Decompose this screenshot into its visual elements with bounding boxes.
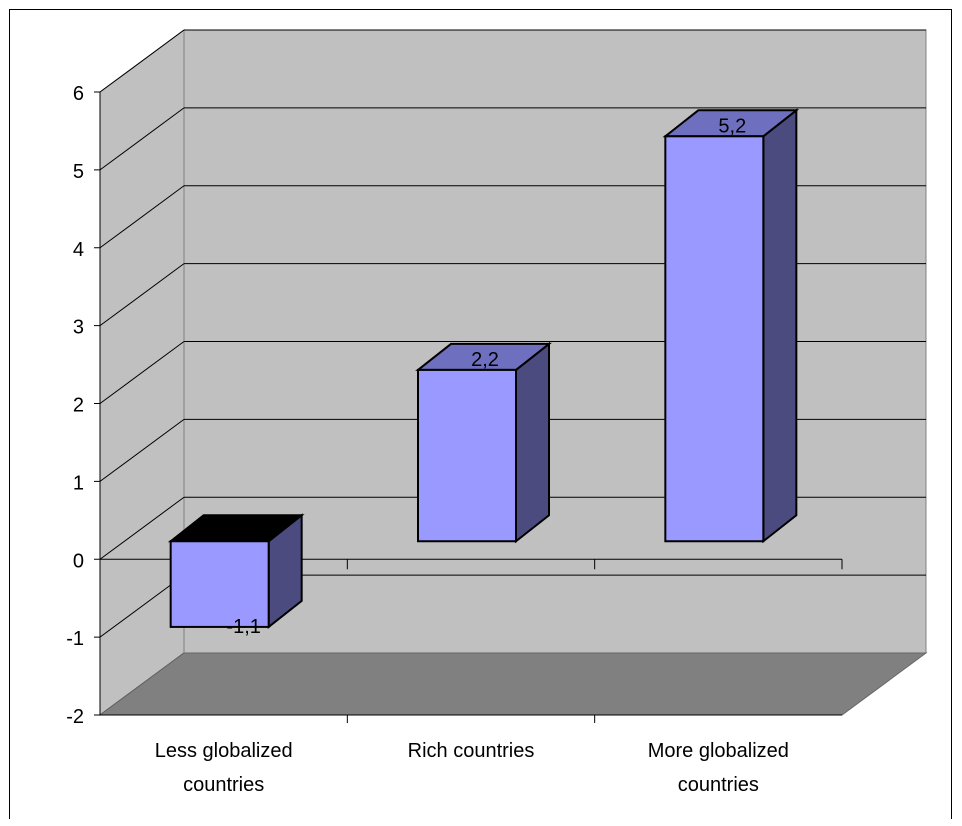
gridline-side [99, 107, 185, 171]
y-tick-label: 0 [73, 550, 84, 572]
gridline-side [99, 341, 185, 404]
floor [98, 652, 928, 716]
data-label: -1,1 [226, 616, 260, 638]
bar [662, 108, 800, 544]
gridline-side [99, 263, 185, 327]
bar [167, 513, 305, 629]
gridline-side [99, 418, 185, 482]
bar-front [664, 135, 765, 543]
x-tick-label: Less globalized countries [155, 740, 293, 796]
y-tick-label: -2 [66, 706, 84, 728]
bar-front [169, 540, 270, 628]
x-tick-label: More globalized countries [648, 740, 789, 796]
y-tick-label: 6 [73, 83, 84, 105]
bar [415, 341, 552, 544]
gridline-side [99, 496, 185, 560]
x-tick-label: Rich countries [408, 740, 535, 762]
bar-side [515, 341, 550, 544]
y-tick-label: 5 [73, 161, 84, 183]
bar-side [762, 108, 798, 544]
y-tick-label: 1 [73, 472, 84, 494]
y-tick-label: 3 [73, 317, 84, 339]
gridline-side [99, 185, 185, 249]
y-tick-label: 4 [73, 239, 84, 261]
bar-front [417, 368, 517, 543]
data-label: 2,2 [471, 349, 499, 371]
chart-frame [9, 9, 952, 819]
y-tick-label: 2 [73, 395, 84, 417]
data-label: 5,2 [718, 115, 746, 137]
gridline-side [99, 29, 185, 93]
y-tick-label: -1 [66, 628, 84, 650]
